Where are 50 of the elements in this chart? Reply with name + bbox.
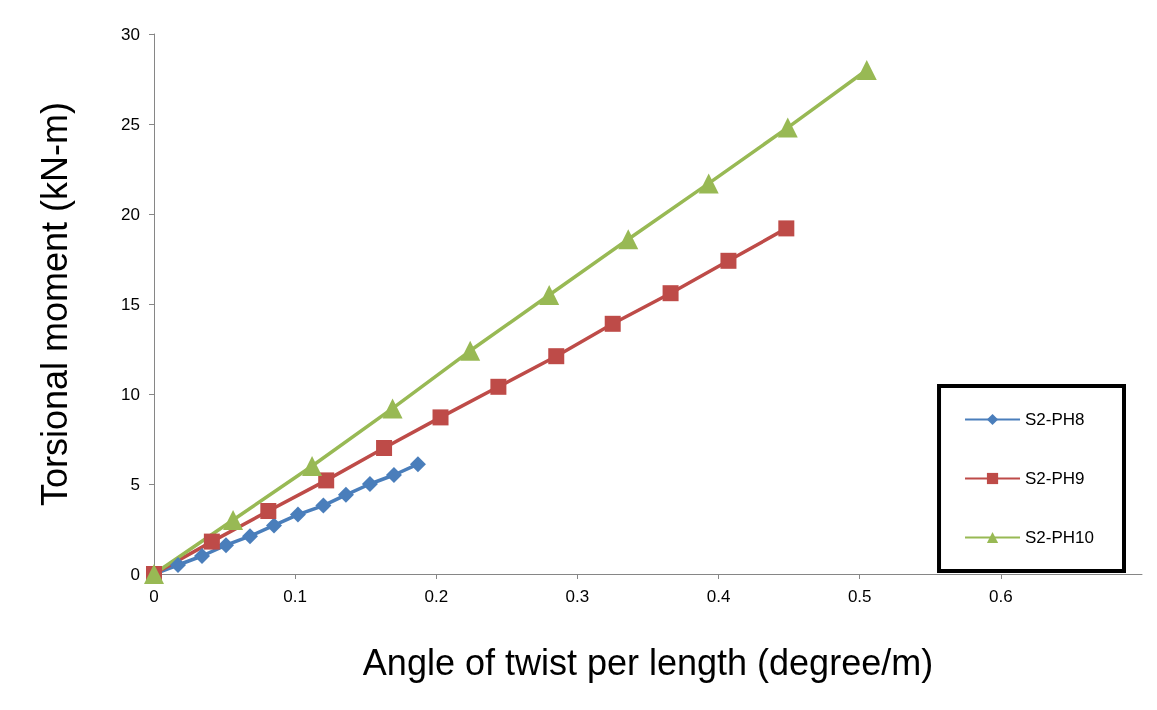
- point: [618, 229, 639, 250]
- point: [265, 517, 282, 534]
- point: [318, 472, 335, 489]
- x-tick-label: 0.5: [847, 587, 872, 606]
- x-tick-label: 0.1: [283, 587, 307, 606]
- point: [260, 503, 277, 519]
- point: [302, 456, 323, 476]
- x-tick-label: 0.3: [565, 587, 590, 606]
- x-tick-label: 0.6: [989, 587, 1013, 606]
- point: [432, 409, 449, 426]
- legend-label: S2-PH10: [1025, 528, 1094, 547]
- y-tick-label: 0: [130, 564, 140, 584]
- y-axis-title: Torsional moment (kN-m): [33, 101, 75, 507]
- legend-label: S2-PH9: [1025, 469, 1085, 488]
- y-tick-label: 25: [121, 114, 140, 134]
- x-axis-title: Angle of twist per length (degree/m): [362, 641, 934, 683]
- point: [376, 440, 393, 456]
- x-tick-label: 0.4: [706, 587, 731, 606]
- point: [539, 285, 560, 305]
- point: [315, 497, 332, 514]
- point: [698, 173, 719, 194]
- point: [548, 348, 565, 365]
- point: [604, 315, 621, 332]
- point: [223, 510, 244, 530]
- point: [203, 533, 220, 550]
- point: [361, 476, 378, 492]
- point: [241, 528, 258, 545]
- point: [856, 60, 877, 80]
- point: [289, 506, 306, 523]
- point: [217, 537, 234, 554]
- x-tick-label: 0.2: [424, 587, 449, 606]
- point: [169, 557, 186, 573]
- point: [490, 378, 507, 395]
- point: [385, 467, 402, 483]
- y-tick-label: 10: [121, 384, 140, 404]
- point: [662, 285, 679, 302]
- x-tick-label: 0: [149, 587, 159, 606]
- point: [777, 117, 798, 138]
- point: [193, 548, 210, 564]
- point: [460, 340, 481, 361]
- y-tick-label: 30: [121, 24, 140, 44]
- y-tick-label: 20: [121, 204, 140, 224]
- point: [382, 398, 403, 419]
- point: [778, 220, 795, 237]
- point: [409, 456, 426, 473]
- legend-label: S2-PH8: [1025, 410, 1085, 429]
- point: [720, 252, 737, 269]
- y-tick-label: 5: [130, 474, 140, 494]
- point: [337, 486, 354, 503]
- y-tick-label: 15: [121, 294, 140, 314]
